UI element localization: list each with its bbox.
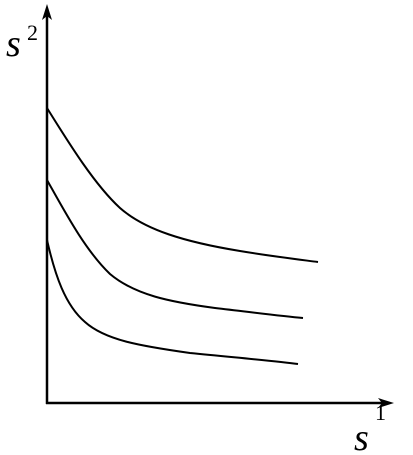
x-axis-arrow <box>378 398 394 408</box>
y-axis-label: s <box>6 23 21 65</box>
x-axis-label: s <box>354 417 369 455</box>
y-axis-arrow <box>42 4 52 20</box>
y-axis-superscript: 2 <box>27 20 38 45</box>
x-axis-superscript: 1 <box>375 400 386 425</box>
curve <box>46 179 304 319</box>
curve <box>46 107 319 263</box>
curve <box>46 239 299 365</box>
